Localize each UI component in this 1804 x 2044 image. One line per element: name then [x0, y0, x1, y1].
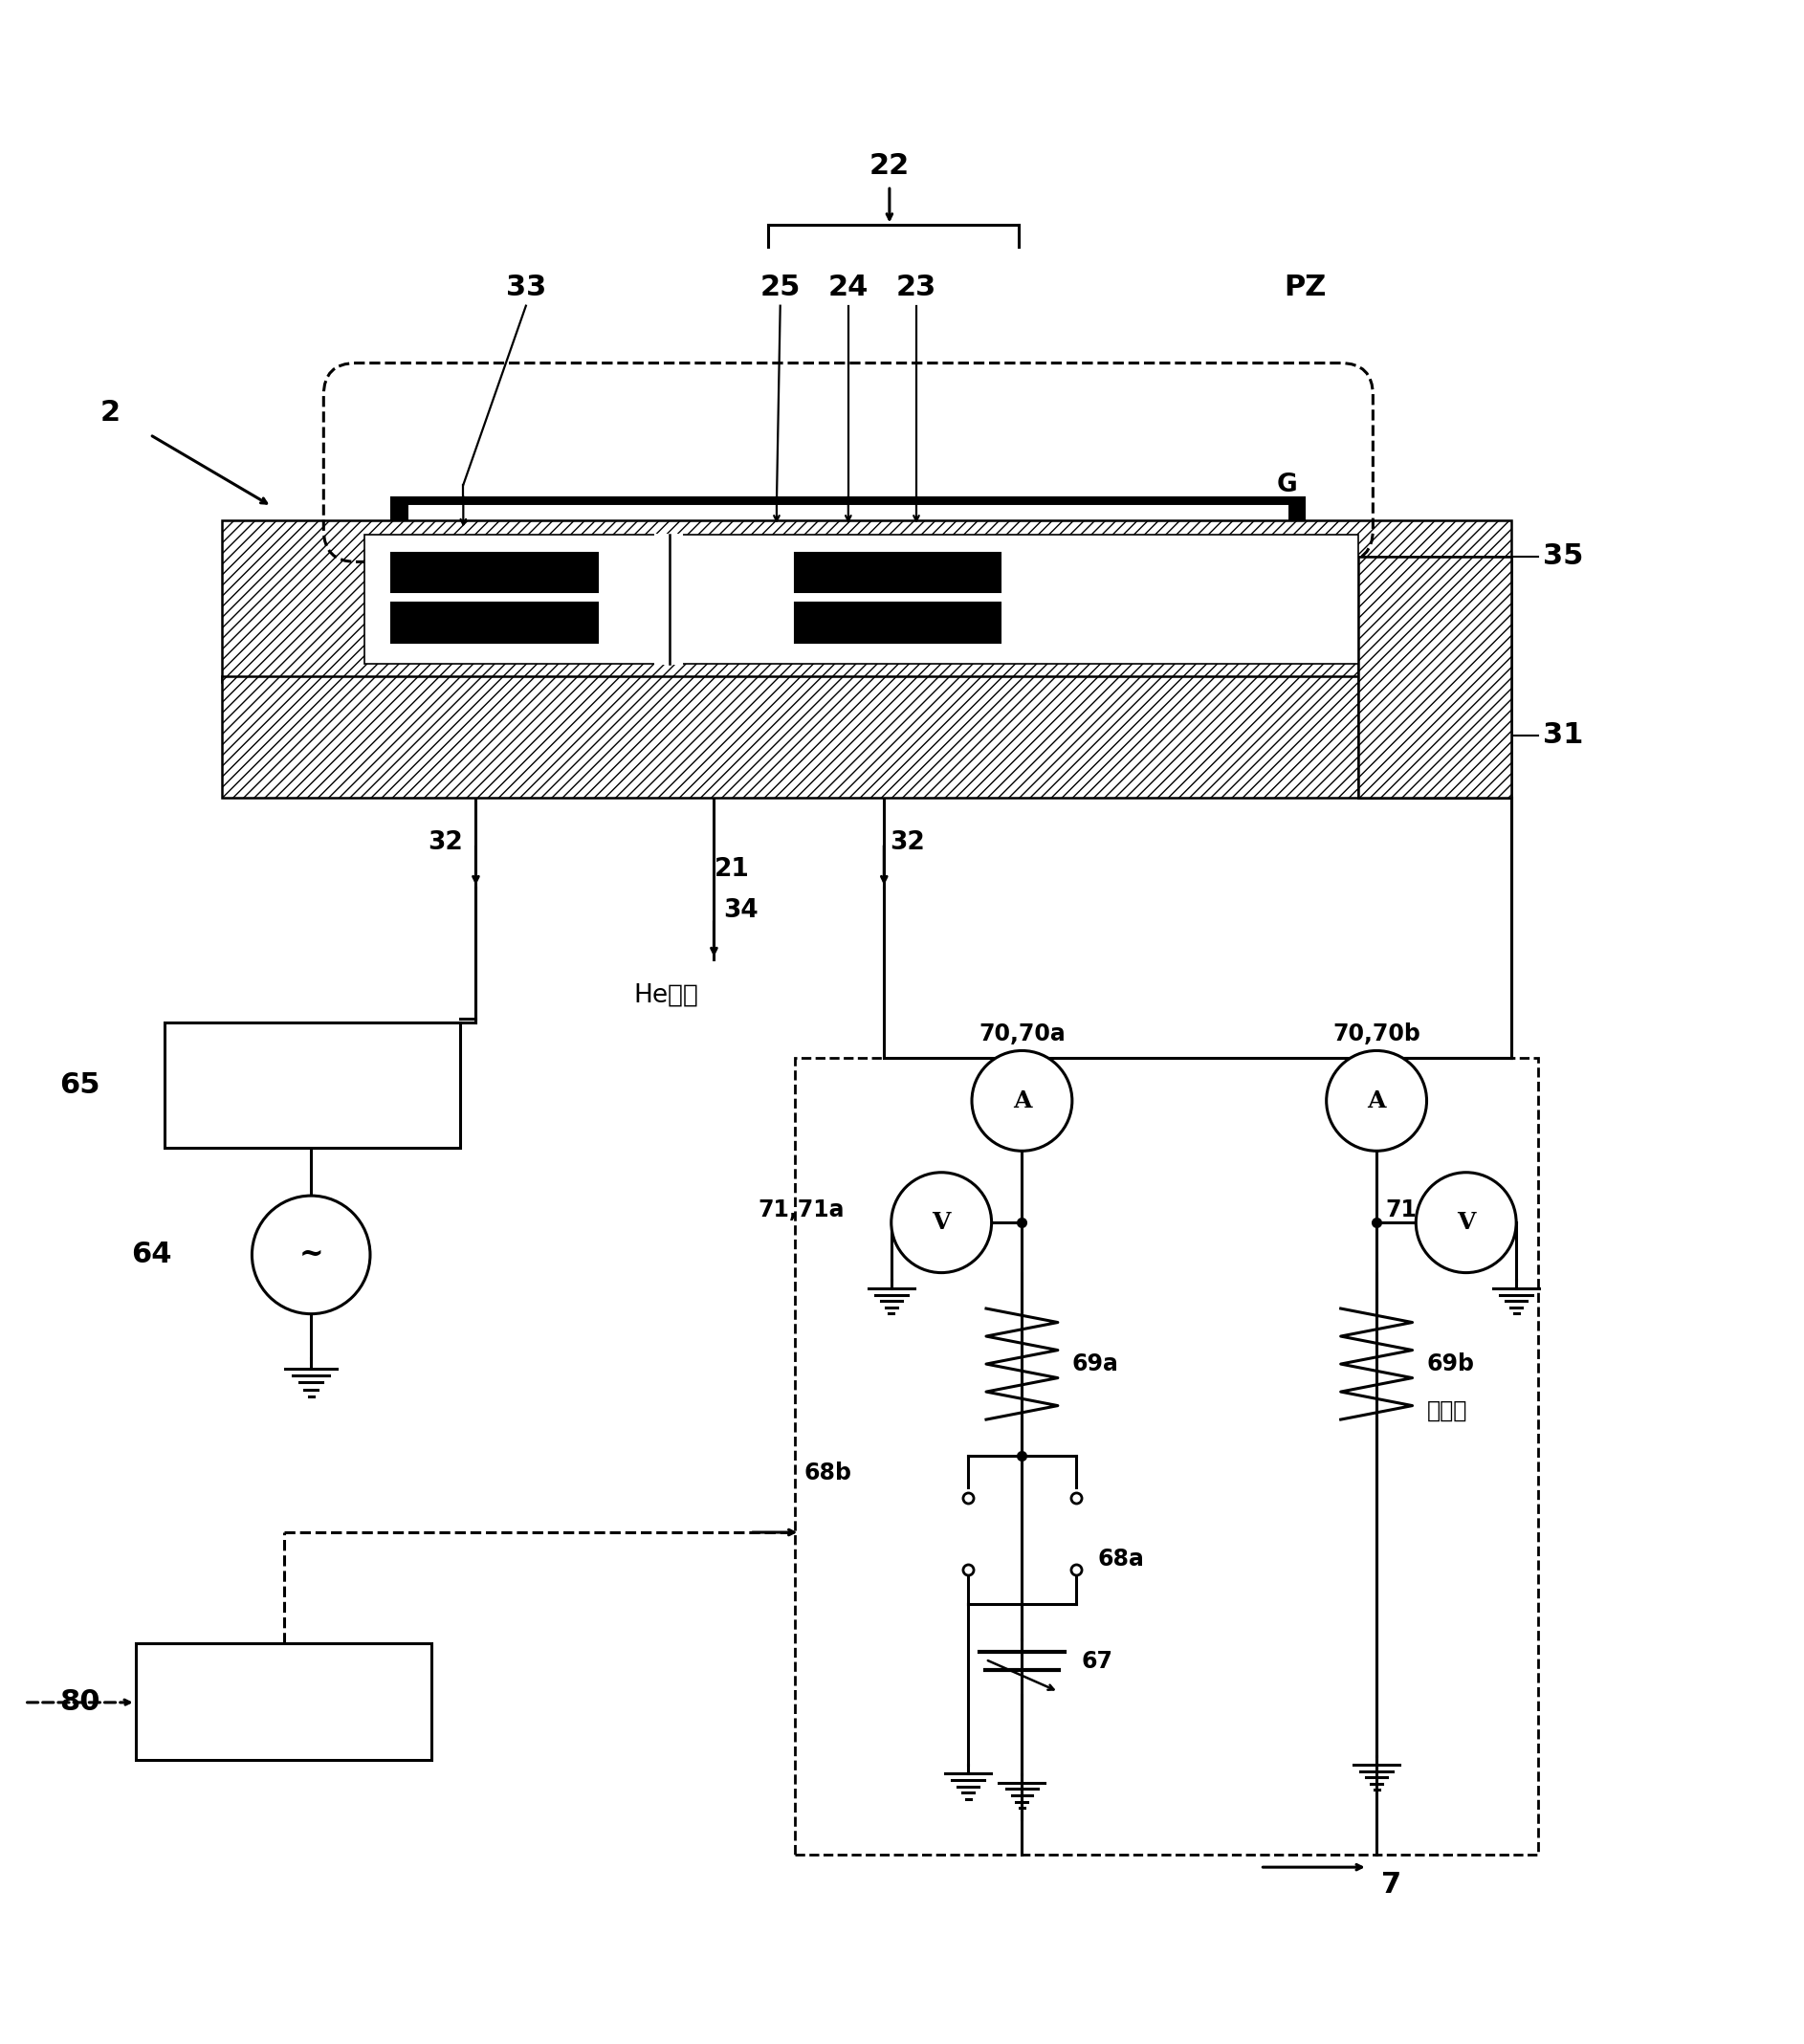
Text: 32: 32 [889, 830, 925, 854]
Text: 34: 34 [723, 899, 758, 924]
Text: 控制部: 控制部 [262, 1690, 307, 1715]
Circle shape [891, 1173, 992, 1273]
Text: 68a: 68a [1097, 1547, 1144, 1570]
Text: A: A [1367, 1089, 1385, 1112]
Text: G: G [1277, 472, 1297, 497]
Bar [391, 552, 597, 593]
Bar [794, 603, 1001, 642]
Bar [391, 603, 597, 642]
Text: 匹配器: 匹配器 [289, 1073, 334, 1098]
Text: V: V [1458, 1212, 1476, 1235]
Text: 24: 24 [828, 274, 868, 303]
Text: 25: 25 [759, 274, 801, 303]
Text: 2: 2 [101, 399, 121, 427]
Text: A: A [1012, 1089, 1032, 1112]
Bar [391, 497, 1304, 525]
Text: 高阻抗: 高阻抗 [1427, 1398, 1467, 1423]
Circle shape [1326, 1051, 1427, 1151]
Text: 67: 67 [1081, 1650, 1113, 1672]
Text: He气体: He气体 [633, 983, 698, 1008]
Text: 69a: 69a [1072, 1353, 1118, 1376]
Bar [135, 1643, 431, 1760]
Bar [794, 1059, 1537, 1854]
Text: 69b: 69b [1427, 1353, 1474, 1376]
Bar [1358, 556, 1510, 797]
Bar [655, 536, 682, 664]
Text: PZ: PZ [1284, 274, 1326, 303]
Text: 33: 33 [505, 274, 547, 303]
Bar [364, 536, 1358, 664]
Text: ~: ~ [299, 1241, 323, 1269]
Text: 80: 80 [60, 1688, 99, 1717]
Bar [410, 507, 1286, 521]
Bar [164, 1022, 460, 1147]
Text: 65: 65 [60, 1071, 99, 1098]
Text: 22: 22 [870, 151, 909, 180]
Text: 71,71a: 71,71a [758, 1198, 844, 1222]
Text: 7: 7 [1380, 1870, 1402, 1899]
Bar [222, 677, 1510, 797]
Text: 21: 21 [714, 856, 749, 883]
Text: V: V [933, 1212, 951, 1235]
Text: 23: 23 [897, 274, 936, 303]
Text: 31: 31 [1542, 722, 1584, 750]
Text: 68b: 68b [805, 1461, 851, 1484]
Text: 64: 64 [130, 1241, 171, 1269]
Text: 32: 32 [428, 830, 464, 854]
Text: 70,70b: 70,70b [1333, 1022, 1420, 1044]
Text: 70,70a: 70,70a [978, 1022, 1066, 1044]
Bar [222, 521, 1510, 683]
Circle shape [253, 1196, 370, 1314]
Text: 71,71b: 71,71b [1385, 1198, 1474, 1222]
Circle shape [972, 1051, 1072, 1151]
Text: 35: 35 [1542, 542, 1584, 570]
Circle shape [1416, 1173, 1515, 1273]
Bar [794, 552, 1001, 593]
Bar [1358, 556, 1510, 797]
